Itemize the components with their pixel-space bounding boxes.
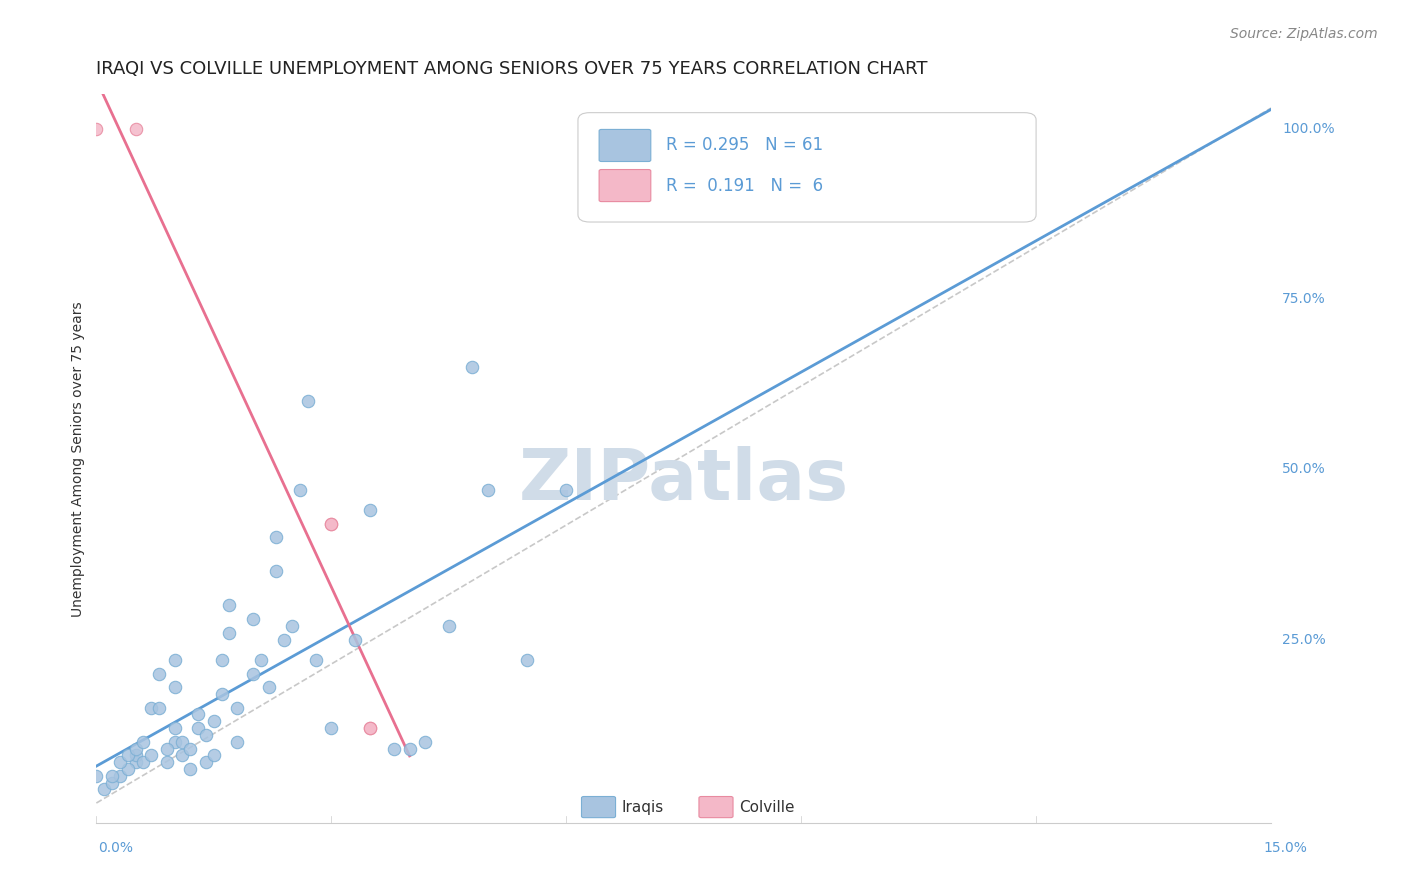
Point <box>516 653 538 667</box>
Point <box>195 755 218 769</box>
Point <box>257 680 280 694</box>
Point <box>156 741 179 756</box>
Text: 50.0%: 50.0% <box>1282 462 1326 476</box>
Text: Source: ZipAtlas.com: Source: ZipAtlas.com <box>1230 27 1378 41</box>
Text: 0.0%: 0.0% <box>98 841 134 855</box>
Point <box>132 755 155 769</box>
Text: R =  0.191   N =  6: R = 0.191 N = 6 <box>666 177 823 194</box>
Point <box>273 632 295 647</box>
Point <box>437 619 460 633</box>
Point <box>163 721 186 735</box>
Point <box>226 700 249 714</box>
Point <box>187 707 209 722</box>
Point <box>148 700 170 714</box>
Point <box>266 565 288 579</box>
Point <box>242 666 264 681</box>
FancyBboxPatch shape <box>582 797 616 818</box>
Point <box>288 483 311 497</box>
Point <box>304 653 326 667</box>
Point <box>249 653 271 667</box>
Point <box>163 680 186 694</box>
Text: R = 0.295   N = 61: R = 0.295 N = 61 <box>666 136 823 154</box>
Point <box>86 121 108 136</box>
Point <box>321 516 343 531</box>
Text: 25.0%: 25.0% <box>1282 632 1326 647</box>
Text: 100.0%: 100.0% <box>1282 121 1334 136</box>
Point <box>148 666 170 681</box>
Point <box>297 394 319 409</box>
Point <box>117 748 139 763</box>
Point <box>172 748 194 763</box>
Point <box>179 741 201 756</box>
Point <box>141 700 163 714</box>
FancyBboxPatch shape <box>599 169 651 202</box>
Text: 15.0%: 15.0% <box>1264 841 1308 855</box>
Point <box>461 359 484 374</box>
FancyBboxPatch shape <box>699 797 733 818</box>
Point <box>156 755 179 769</box>
Point <box>218 599 240 613</box>
Point <box>93 782 115 797</box>
Point <box>226 735 249 749</box>
Point <box>211 687 233 701</box>
Point <box>195 728 218 742</box>
Point <box>86 769 108 783</box>
Point <box>266 530 288 544</box>
Point <box>108 755 131 769</box>
Point <box>242 612 264 626</box>
Point <box>359 721 381 735</box>
Point <box>101 769 124 783</box>
Point <box>202 714 225 729</box>
Point <box>202 748 225 763</box>
Point <box>124 755 146 769</box>
Point <box>124 748 146 763</box>
Text: 75.0%: 75.0% <box>1282 292 1326 306</box>
Point <box>187 721 209 735</box>
Point <box>218 625 240 640</box>
Point <box>359 503 381 517</box>
Point <box>172 735 194 749</box>
Text: ZIPatlas: ZIPatlas <box>519 446 849 516</box>
Point <box>163 653 186 667</box>
Point <box>398 741 420 756</box>
Text: Iraqis: Iraqis <box>621 800 664 815</box>
Point <box>359 721 381 735</box>
Point <box>555 483 578 497</box>
Point <box>321 721 343 735</box>
Point <box>141 748 163 763</box>
Y-axis label: Unemployment Among Seniors over 75 years: Unemployment Among Seniors over 75 years <box>72 301 86 616</box>
Point <box>124 121 146 136</box>
Point <box>321 516 343 531</box>
Point <box>124 741 146 756</box>
Point <box>108 769 131 783</box>
Point <box>281 619 304 633</box>
Point <box>117 762 139 776</box>
Point <box>163 735 186 749</box>
Point <box>132 735 155 749</box>
Point <box>382 741 405 756</box>
Text: IRAQI VS COLVILLE UNEMPLOYMENT AMONG SENIORS OVER 75 YEARS CORRELATION CHART: IRAQI VS COLVILLE UNEMPLOYMENT AMONG SEN… <box>97 60 928 78</box>
Point <box>413 735 436 749</box>
FancyBboxPatch shape <box>599 129 651 161</box>
Point <box>343 632 366 647</box>
Point <box>211 653 233 667</box>
Point <box>477 483 499 497</box>
Point <box>179 762 201 776</box>
FancyBboxPatch shape <box>578 112 1036 222</box>
Text: Colville: Colville <box>740 800 794 815</box>
Point <box>101 775 124 789</box>
